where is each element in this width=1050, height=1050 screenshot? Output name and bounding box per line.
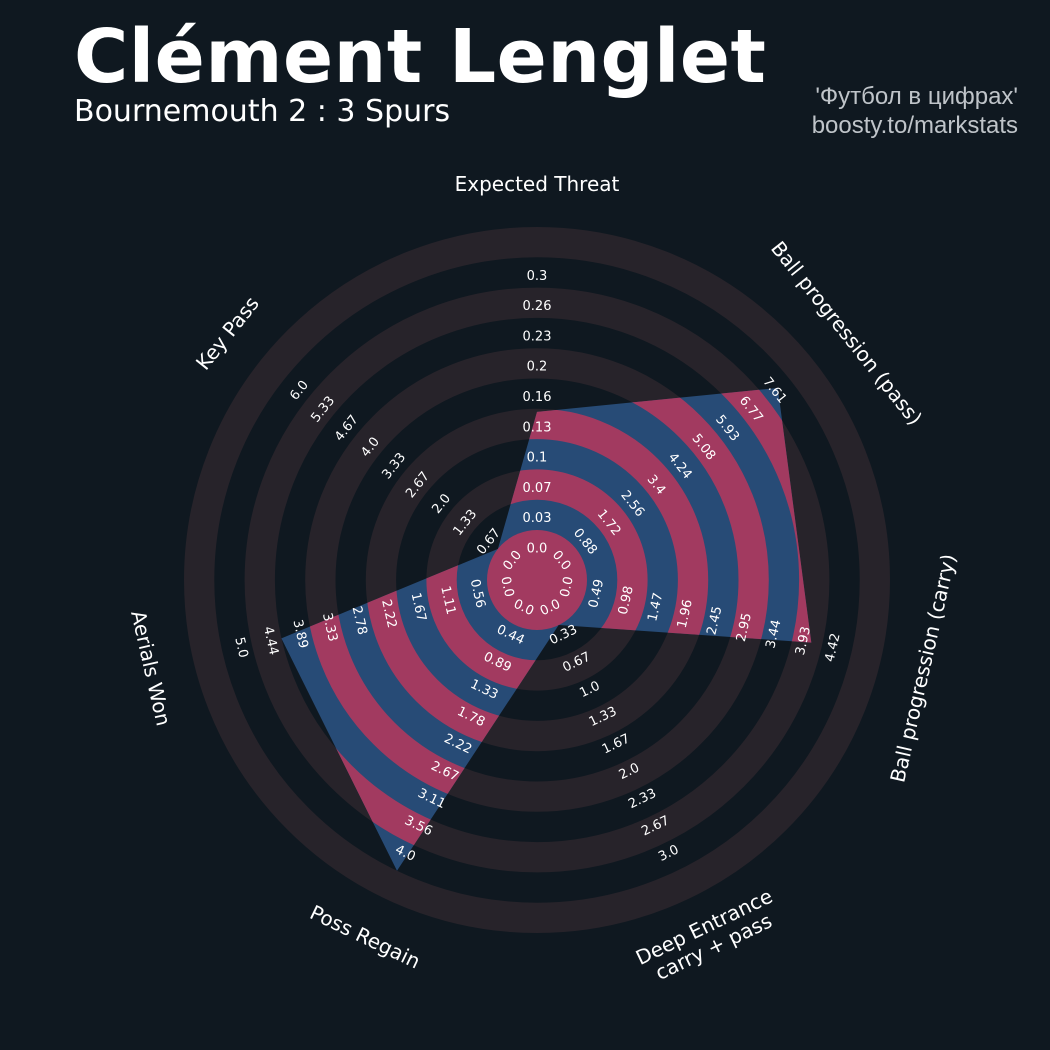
ring-band <box>244 287 830 873</box>
match-result: Bournemouth 2 : 3 Spurs <box>74 94 451 129</box>
param-label-line: Poss Regain <box>306 900 424 973</box>
tick-label: 3.33 <box>319 612 340 644</box>
param-label: Aerials Won <box>126 608 176 728</box>
tick-label: 4.44 <box>260 625 281 657</box>
tick-label: 0.1 <box>527 451 548 466</box>
tick-label: 3.89 <box>289 618 310 650</box>
param-label-line: Key Pass <box>191 292 264 375</box>
tick-label: 0.0 <box>558 575 577 599</box>
param-label: Ball progression (pass) <box>766 236 927 429</box>
tick-label: 2.22 <box>378 598 399 630</box>
tick-label: 3.44 <box>763 618 784 650</box>
param-label: Ball progression (carry) <box>885 552 960 785</box>
tick-label: 0.03 <box>523 511 552 526</box>
tick-label: 0.07 <box>523 481 552 496</box>
tick-label: 1.67 <box>408 591 429 623</box>
ring-band <box>183 226 891 934</box>
param-label-line: Ball progression (carry) <box>885 552 960 785</box>
tick-label: 4.42 <box>823 632 844 664</box>
param-label-line: Aerials Won <box>126 608 176 728</box>
param-label: Expected Threat <box>455 172 620 196</box>
tick-label: 0.3 <box>527 269 548 284</box>
tick-label: 0.49 <box>586 578 607 610</box>
tick-label: 1.96 <box>675 598 696 630</box>
tick-label: 5.0 <box>231 636 250 660</box>
tick-label: 0.0 <box>497 575 516 599</box>
tick-label: 0.23 <box>523 329 552 344</box>
credit-url: boosty.to/markstats <box>811 112 1018 139</box>
tick-label: 0.26 <box>523 299 552 314</box>
credit-channel: 'Футбол в цифрах' <box>815 83 1018 110</box>
tick-label: 0.2 <box>527 360 548 375</box>
param-label-line: Expected Threat <box>455 172 620 196</box>
player-name: Clément Lenglet <box>74 14 767 100</box>
tick-label: 2.78 <box>349 605 370 637</box>
tick-label: 2.95 <box>734 612 755 644</box>
tick-label: 1.0 <box>577 679 602 701</box>
param-label: Poss Regain <box>306 900 424 973</box>
param-label: Key Pass <box>191 292 264 375</box>
tick-label: 0.56 <box>467 578 488 610</box>
tick-label: 0.16 <box>523 390 552 405</box>
tick-label: 1.11 <box>437 585 458 617</box>
tick-label: 0.0 <box>527 542 548 557</box>
tick-label: 1.47 <box>645 591 666 623</box>
tick-label: 3.0 <box>656 842 681 864</box>
tick-label: 0.98 <box>616 585 637 617</box>
radar-center-disc <box>487 530 587 630</box>
tick-label: 0.13 <box>523 420 552 435</box>
tick-label: 3.93 <box>793 625 814 657</box>
param-label-line: Ball progression (pass) <box>766 236 927 429</box>
credit-block: 'Футбол в цифрах' boosty.to/markstats <box>812 82 1018 140</box>
tick-label: 2.45 <box>704 605 725 637</box>
